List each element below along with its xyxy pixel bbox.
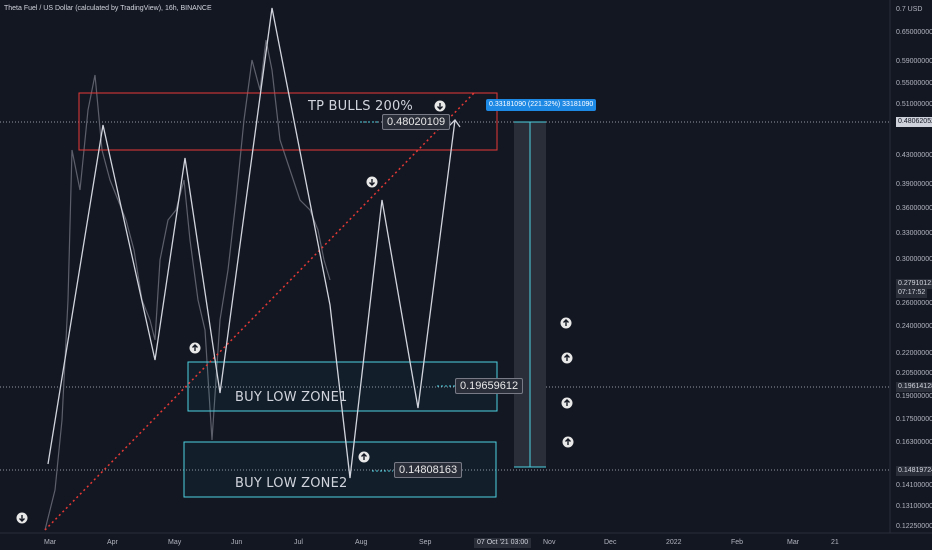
price-axis-label: 0.26000000 — [896, 300, 932, 307]
time-axis-label: 2022 — [666, 539, 682, 546]
price-axis-label: 0.27910121 — [896, 279, 932, 289]
arrow-glyph — [369, 179, 375, 186]
price-axis-label: 0.14100000 — [896, 482, 932, 489]
price-axis-label: 0.43000000 — [896, 152, 932, 159]
arrow-glyph — [563, 319, 569, 326]
price-connectors — [360, 121, 455, 472]
arrow-glyph — [565, 438, 571, 445]
price-axis-label: 0.12250000 — [896, 523, 932, 530]
measure-lines — [514, 121, 546, 468]
arrow-icons — [16, 100, 574, 524]
time-axis-label: May — [168, 539, 182, 546]
chart-title: Theta Fuel / US Dollar (calculated by Tr… — [4, 5, 212, 12]
time-axis-label: Feb — [731, 539, 744, 546]
price-axis-label: 0.19614128 — [896, 382, 932, 392]
price-axis-label: 0.48062052 — [896, 117, 932, 127]
trend-line — [44, 91, 476, 531]
tp-price: 0.48020109 — [382, 114, 451, 130]
zone2-label: BUY LOW ZONE2 — [235, 476, 348, 491]
arrow-glyph — [564, 354, 570, 361]
arrow-glyph — [437, 103, 443, 110]
price-axis-label: 0.36000000 — [896, 205, 932, 212]
price-axis-label: 0.65000000 — [896, 29, 932, 36]
price-axis-label: 07:17:52 — [896, 288, 928, 298]
time-axis-label: Apr — [107, 539, 118, 546]
price-axis-label: 0.39000000 — [896, 181, 932, 188]
time-axis-label: Nov — [543, 539, 556, 546]
price-axis-label: 0.16300000 — [896, 439, 932, 446]
arrow-glyph — [19, 515, 25, 522]
time-axis-label: Aug — [355, 539, 368, 546]
price-axis-label: 0.14819724 — [896, 466, 932, 476]
arrow-glyph — [192, 344, 198, 351]
arrow-head — [448, 118, 461, 128]
price-axis-label: 0.24000000 — [896, 323, 932, 330]
price-axis-label: 0.19000000 — [896, 393, 932, 400]
horizontal-lines — [0, 121, 890, 471]
arrow-glyph — [564, 399, 570, 406]
projection-path — [47, 7, 456, 479]
time-axis-label: Dec — [604, 539, 617, 546]
zone1-price: 0.19659612 — [455, 378, 524, 394]
measure-label: 0.33181090 (221.32%) 33181090 — [486, 99, 597, 111]
arrow-glyph — [361, 453, 367, 460]
price-axis-label: 0.59000000 — [896, 58, 932, 65]
zone1-label: BUY LOW ZONE1 — [235, 390, 348, 405]
price-axis-label: 0.55000000 — [896, 80, 932, 87]
price-axis-label: 0.20500000 — [896, 370, 932, 377]
time-axis-label: 07 Oct '21 03:00 — [474, 538, 532, 548]
price-axis-label: 0.22000000 — [896, 350, 932, 357]
price-axis-label: 0.33000000 — [896, 230, 932, 237]
zone2-price: 0.14808163 — [394, 462, 463, 478]
time-axis-label: Mar — [787, 539, 800, 546]
time-axis-label: Sep — [419, 539, 432, 546]
price-axis-label: 0.51000000 — [896, 101, 932, 108]
time-axis-label: Mar — [44, 539, 57, 546]
tp-zone-label: TP BULLS 200% — [308, 99, 413, 114]
time-axis-label: Jun — [231, 539, 243, 546]
price-axis-label: 0.17500000 — [896, 416, 932, 423]
price-axis-label: 0.13100000 — [896, 503, 932, 510]
price-axis-label: 0.30000000 — [896, 256, 932, 263]
time-axis-label: 21 — [831, 539, 839, 546]
time-axis-label: Jul — [294, 539, 303, 546]
price-axis-label: 0.7 USD — [896, 6, 923, 13]
price-history — [44, 39, 331, 531]
